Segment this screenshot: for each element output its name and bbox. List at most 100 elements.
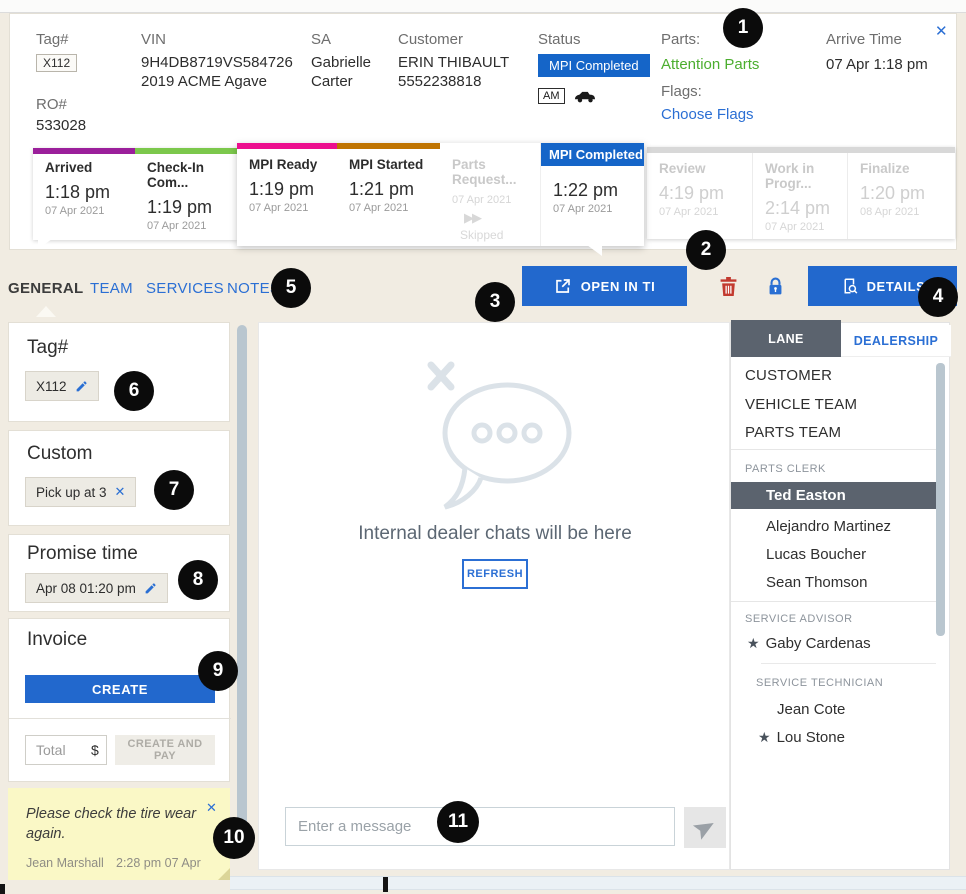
am-badge: AM [538, 88, 565, 104]
customer-name: ERIN THIBAULT [398, 54, 510, 71]
customer-label: Customer [398, 31, 464, 48]
tab-general[interactable]: GENERAL [8, 280, 84, 297]
flags-label: Flags: [661, 83, 702, 100]
timeline-stage-wip[interactable]: Work in Progr... 2:14 pm 07 Apr 2021 [752, 147, 847, 239]
stage-color-bar [33, 148, 135, 154]
send-icon [692, 822, 714, 840]
group-parts-team[interactable]: PARTS TEAM [745, 424, 842, 441]
arrive-time-label: Arrive Time [826, 31, 902, 48]
tag-chip: X112 [25, 371, 99, 401]
details-label: DETAILS [866, 278, 926, 294]
member-row[interactable]: Jean Cote [777, 701, 846, 718]
timeline-stage-review[interactable]: Review 4:19 pm 07 Apr 2021 [647, 147, 752, 239]
timeline-stage-parts-request[interactable]: Parts Request... 07 Apr 2021 ▶▶ Skipped [440, 143, 540, 246]
timeline-card-current: MPI Ready 1:19 pm 07 Apr 2021 MPI Starte… [237, 143, 644, 256]
member-name: Ted Easton [766, 487, 846, 504]
timeline-stage-arrived[interactable]: Arrived 1:18 pm 07 Apr 2021 [33, 148, 135, 240]
stage-date: 07 Apr 2021 [147, 220, 207, 232]
tag-panel: Tag# X112 [8, 322, 230, 422]
stage-date: 07 Apr 2021 [553, 203, 613, 215]
custom-chip-label: Pick up at 3 [36, 484, 107, 500]
custom-panel-title: Custom [27, 443, 93, 464]
section-heading-parts-clerk: PARTS CLERK [745, 463, 826, 475]
annotation-6: 6 [114, 371, 154, 411]
member-row[interactable]: Alejandro Martinez [766, 518, 892, 535]
open-external-icon [555, 279, 570, 293]
member-name: Lou Stone [776, 729, 845, 746]
group-vehicle-team[interactable]: VEHICLE TEAM [745, 396, 858, 413]
star-icon: ★ [747, 635, 760, 651]
team-panel-scrollbar[interactable] [936, 363, 945, 636]
stage-color-bar [337, 143, 440, 149]
sidebar-scrollbar[interactable] [237, 325, 247, 830]
close-icon[interactable]: ✕ [935, 23, 948, 40]
promise-time-chip-label: Apr 08 01:20 pm [36, 580, 136, 596]
timeline-card-future: Review 4:19 pm 07 Apr 2021 Work in Progr… [647, 147, 955, 239]
timeline-stage-mpi-ready[interactable]: MPI Ready 1:19 pm 07 Apr 2021 [237, 143, 337, 246]
horizontal-scrollbar-mark [383, 877, 388, 892]
annotation-1: 1 [723, 8, 763, 48]
remove-chip-icon[interactable]: ✕ [114, 484, 126, 499]
member-row[interactable]: Lucas Boucher [766, 546, 867, 563]
timeline-stage-finalize[interactable]: Finalize 1:20 pm 08 Apr 2021 [847, 147, 955, 239]
tab-services[interactable]: SERVICES [146, 280, 224, 297]
timeline-stage-mpi-completed[interactable]: MPI Completed 1:22 pm 07 Apr 2021 [540, 143, 644, 246]
stage-date: 07 Apr 2021 [765, 221, 825, 233]
sa-label: SA [311, 31, 332, 48]
invoice-title: Invoice [27, 629, 88, 650]
delete-button[interactable] [710, 268, 746, 304]
edit-pencil-icon[interactable] [144, 582, 157, 595]
member-row-selected[interactable]: Ted Easton [731, 482, 936, 509]
invoice-panel: Invoice CREATE $ CREATE AND PAY [8, 618, 231, 782]
details-icon [844, 278, 857, 294]
note-time: 2:28 pm 07 Apr [116, 856, 201, 870]
member-row[interactable]: ★ Lou Stone [758, 729, 845, 746]
stage-date: 07 Apr 2021 [349, 202, 409, 214]
create-and-pay-button[interactable]: CREATE AND PAY [115, 735, 215, 765]
lock-icon [769, 277, 781, 294]
tab-lane[interactable]: LANE [731, 320, 841, 357]
group-customer[interactable]: CUSTOMER [745, 367, 833, 384]
stage-time: 1:20 pm [860, 183, 926, 203]
timeline-stage-checkin[interactable]: Check-In Com... 1:19 pm 07 Apr 2021 [135, 148, 237, 240]
edit-pencil-icon[interactable] [75, 380, 88, 393]
send-button[interactable] [684, 807, 726, 848]
member-row[interactable]: Sean Thomson [766, 574, 868, 591]
message-input[interactable] [285, 807, 675, 846]
annotation-9: 9 [198, 651, 238, 691]
chat-panel: Internal dealer chats will be here REFRE… [258, 322, 730, 870]
customer-phone: 5552238818 [398, 73, 482, 90]
currency-symbol: $ [91, 742, 99, 758]
lock-button[interactable] [757, 268, 793, 304]
total-input[interactable] [25, 735, 107, 765]
stage-title: Check-In Com... [147, 160, 205, 190]
tab-dealership[interactable]: DEALERSHIP [841, 325, 951, 357]
tag-chip-label: X112 [36, 378, 67, 394]
sa-value: Gabrielle Carter [311, 54, 372, 90]
tag-label: Tag# [36, 31, 69, 48]
create-invoice-button[interactable]: CREATE [25, 675, 215, 703]
stage-time: 1:19 pm [249, 179, 315, 199]
refresh-label: REFRESH [466, 568, 524, 580]
panel-divider [731, 601, 936, 602]
note-close-icon[interactable]: ✕ [206, 800, 217, 815]
create-label: CREATE [91, 681, 149, 697]
member-name: Gaby Cardenas [765, 635, 871, 652]
sticky-note: ✕ Please check the tire wear again. Jean… [8, 788, 230, 880]
refresh-button[interactable]: REFRESH [462, 559, 528, 589]
stage-color-bar [237, 143, 337, 149]
trash-icon [720, 276, 736, 296]
open-in-ti-button[interactable]: OPEN IN TI [522, 266, 687, 306]
timeline-stage-mpi-started[interactable]: MPI Started 1:21 pm 07 Apr 2021 [337, 143, 440, 246]
stage-color-bar [135, 148, 237, 154]
tab-notes[interactable]: NOTES [227, 280, 281, 297]
horizontal-scrollbar-track[interactable] [230, 876, 966, 890]
vin-value-line1: 9H4DB8719VS584726 [141, 54, 293, 71]
choose-flags-link[interactable]: Choose Flags [661, 106, 754, 123]
member-row[interactable]: ★ Gaby Cardenas [747, 635, 871, 652]
tab-team[interactable]: TEAM [90, 280, 133, 297]
chat-bubble-empty-icon [427, 361, 572, 510]
tag-value-box: X112 [36, 54, 78, 72]
panel-divider [761, 663, 936, 664]
stage-date: 07 Apr 2021 [45, 205, 105, 217]
